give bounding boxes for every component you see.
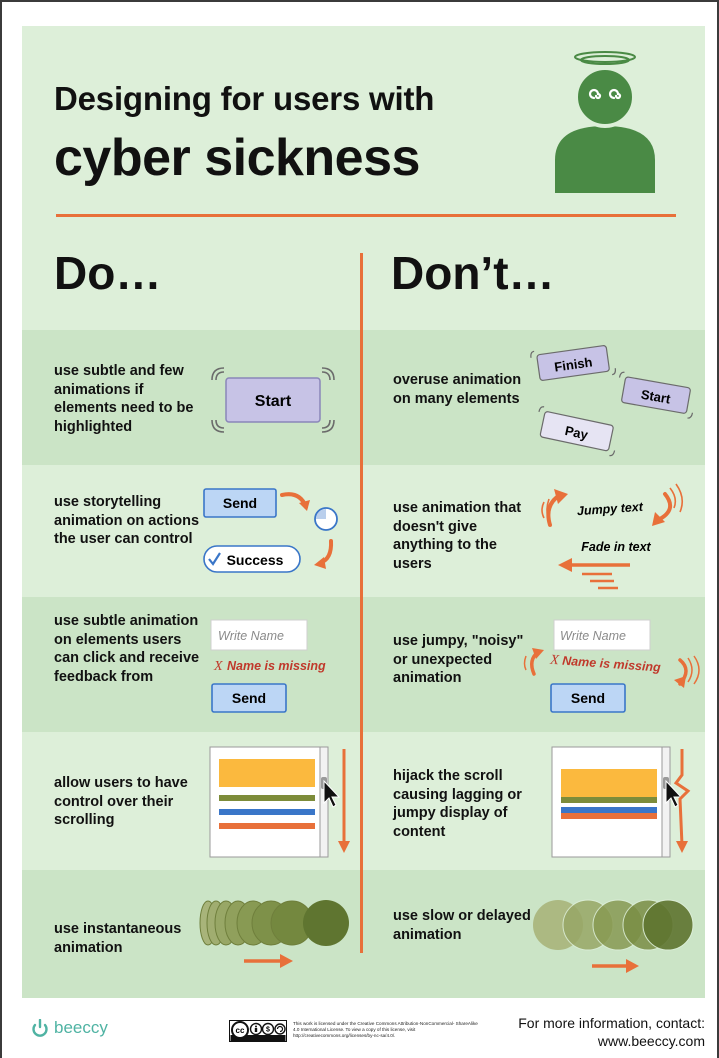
svg-text:X: X [549,653,560,669]
send-button-label: Send [223,495,257,511]
dont-tip-5: use slow or delayed animation [393,908,531,943]
dont-illustration-4 [551,746,691,858]
beeccy-logo-icon [32,1019,48,1037]
dont-tip-1: overuse animation on many elements [393,372,522,407]
license-text: This work is licensed under the Creative… [293,1021,478,1039]
jumpy-text-label: Jumpy text [577,500,645,519]
column-divider [360,253,363,953]
do-illustration-2: Send Success [203,488,338,573]
do-illustration-5 [199,900,349,968]
mouse-cursor-icon [323,779,341,808]
checkmark-icon [208,552,221,566]
dont-tip-4: hijack the scroll causing lagging or jum… [393,768,522,840]
do-illustration-4 [209,746,350,858]
finish-button-label: Finish [553,354,593,374]
dont-heading: Don’t… [391,247,555,299]
contact-website-link[interactable]: www.beeccy.com [597,1033,705,1049]
svg-text:$: $ [266,1027,270,1034]
do-tip-2: use storytelling animation on actions th… [54,494,200,547]
do-tip-5: use instantaneous animation [54,921,182,956]
start-button-label: Start [255,393,292,410]
do-illustration-1: Start [211,367,335,433]
creative-commons-icon[interactable]: cc $ [229,1020,287,1042]
contact-label: For more information, contact: [518,1015,705,1031]
name-input-placeholder: Write Name [218,629,284,643]
dont-illustration-3: Write Name X Name is missing Send [523,619,700,713]
error-x-icon: X [213,659,223,674]
error-message: Name is missing [227,659,326,673]
page-title-line-1: Designing for users with [54,80,435,117]
do-tip-4: allow users to have control over their s… [54,775,188,828]
fade-text-label: Fade in text [581,540,651,554]
start-button-label-dont: Start [640,387,672,407]
do-tip-3: use subtle animation on elements users c… [54,613,200,685]
do-tip-1: use subtle and few animations if element… [54,363,194,435]
svg-text:cc: cc [236,1026,245,1035]
header-divider [56,214,676,217]
do-heading: Do… [54,247,162,299]
name-input[interactable] [210,619,308,651]
dont-illustration-1: Finish Start Pay [530,345,694,457]
contact-info: For more information, contact: www.beecc… [518,1014,705,1050]
beeccy-logo[interactable]: beeccy [32,1018,108,1038]
send-button-label-dont: Send [571,690,605,706]
dont-illustration-2: Jumpy text Fade in text [541,483,684,590]
error-message-dont: Name is missing [562,654,662,675]
dont-tip-3: use jumpy, "noisy" or unexpected animati… [393,633,524,686]
brand-name: beeccy [54,1018,108,1037]
dizzy-user-icon [555,51,655,193]
success-button-label: Success [227,552,284,568]
page-title-line-2: cyber sickness [54,129,420,187]
pay-button-label: Pay [564,423,590,443]
do-illustration-3: Write Name X Name is missing Send [210,619,326,713]
dont-illustration-5 [533,899,694,973]
send-button[interactable] [211,683,287,713]
name-input-placeholder-dont: Write Name [560,629,626,643]
dont-tip-2: use animation that doesn't give anything… [393,500,522,572]
send-button-label-3: Send [232,690,266,706]
